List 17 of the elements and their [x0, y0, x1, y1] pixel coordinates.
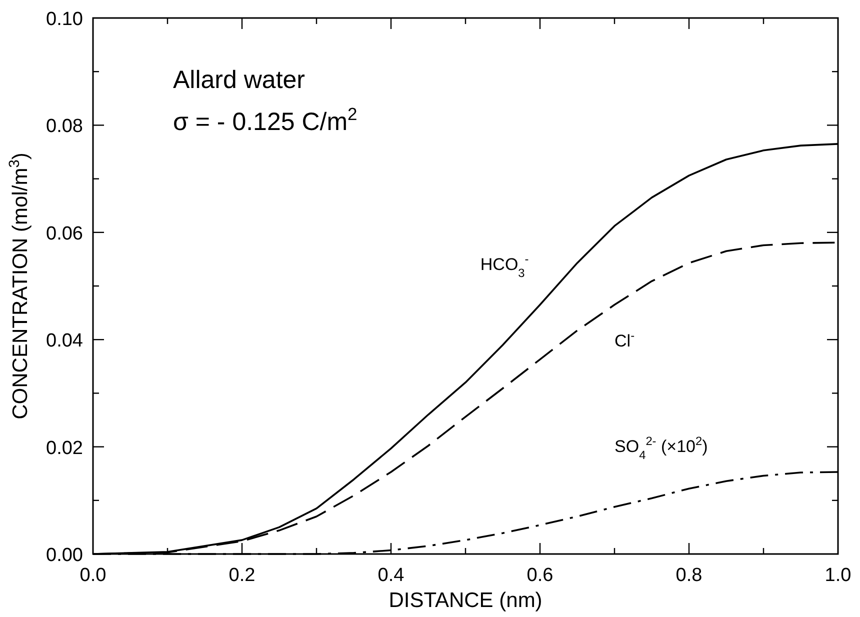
x-axis-title: DISTANCE (nm) [388, 589, 542, 612]
y-tick-label: 0.08 [46, 116, 83, 138]
annotation: Allard water [173, 66, 305, 94]
x-tick-label: 0.0 [80, 565, 106, 586]
y-tick-label: 0.10 [46, 9, 83, 30]
x-tick-label: 0.2 [228, 565, 256, 586]
series-label: Cl$^{-}$ [614, 328, 635, 351]
series-label: SO$_{4}$$^{2-}$ (×10$^{2}$) [614, 434, 708, 462]
x-tick-label: 1.0 [824, 565, 852, 586]
y-tick-label: 0.06 [46, 223, 83, 244]
x-tick-label: 0.8 [676, 565, 702, 586]
y-tick-label: 0.02 [46, 438, 83, 459]
x-tick-label: 0.6 [526, 565, 554, 586]
annotation: σ = - 0.125 C/m$^{2}$ [173, 104, 358, 136]
y-tick-label: 0.04 [46, 330, 84, 352]
x-tick-label: 0.4 [378, 565, 405, 586]
y-tick-label: 0.00 [46, 545, 83, 566]
